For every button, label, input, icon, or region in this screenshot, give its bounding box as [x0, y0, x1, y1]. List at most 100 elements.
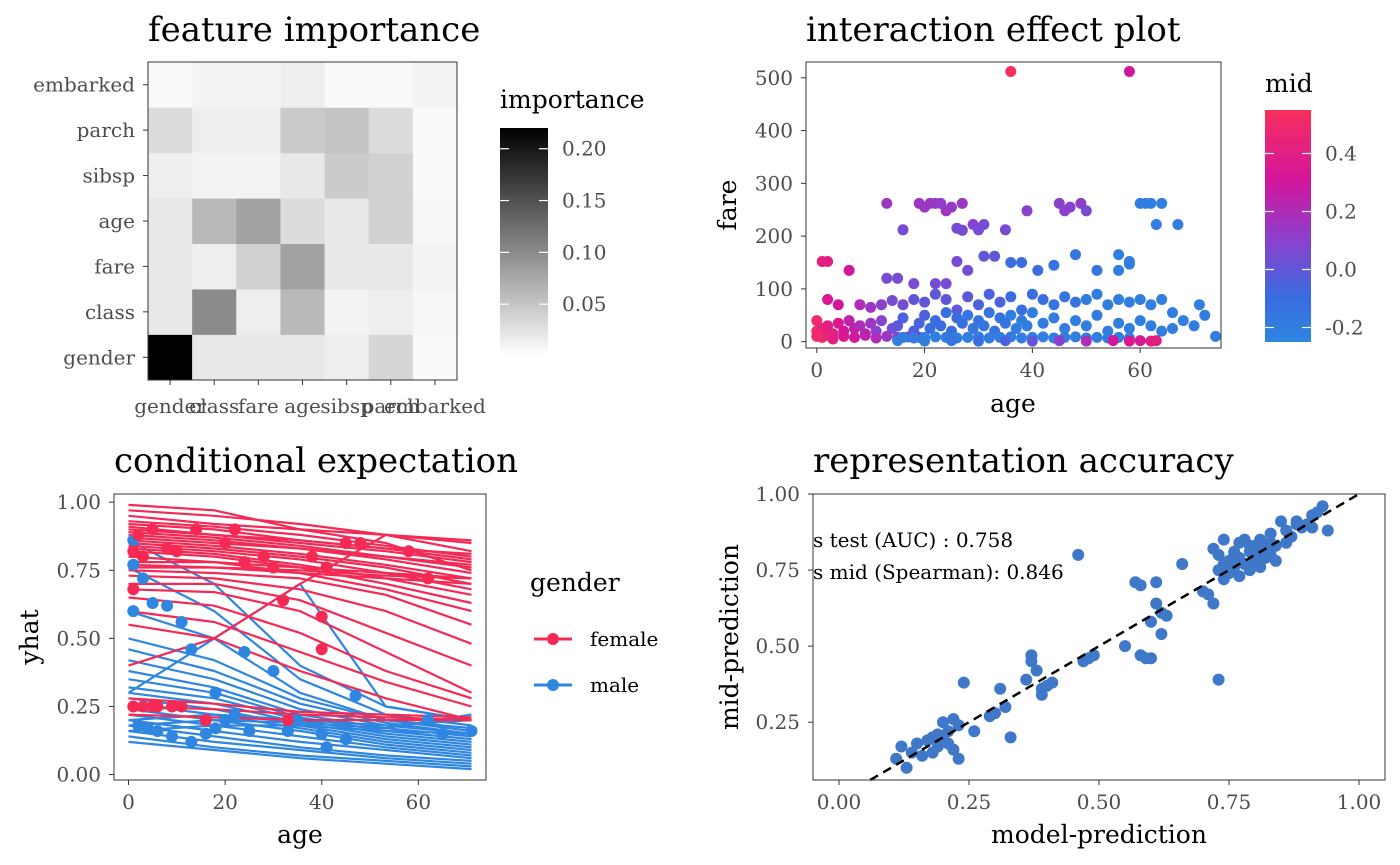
interaction-point	[1091, 264, 1103, 276]
interaction-point	[973, 335, 984, 347]
accuracy-y-tick-label: 0.50	[755, 634, 800, 658]
interaction-point	[1145, 197, 1157, 209]
ice-point-female	[320, 561, 333, 574]
interaction-point	[1053, 335, 1065, 347]
ice-point-female	[127, 700, 140, 713]
ice-line-female	[128, 623, 472, 722]
interaction-point	[919, 296, 931, 308]
ice-point-male	[349, 689, 362, 702]
interaction-point	[908, 278, 920, 290]
ice-title: conditional expectation	[114, 441, 518, 481]
accuracy-point	[1233, 570, 1246, 583]
accuracy-point	[1264, 527, 1277, 540]
heatmap-y-tick-label: age	[98, 209, 135, 233]
heatmap-y-tick-label: fare	[94, 254, 135, 278]
ice-lines	[127, 503, 472, 771]
mid-colorbar	[1265, 110, 1311, 342]
importance-legend-title: importance	[500, 85, 645, 114]
accuracy-point	[1254, 533, 1267, 546]
heatmap-cell	[412, 198, 458, 245]
interaction-frame	[805, 61, 1222, 349]
interaction-point	[1037, 317, 1049, 329]
mid-legend-tick-label: 0.2	[1325, 200, 1357, 224]
interaction-point	[843, 264, 855, 276]
accuracy-point	[1030, 664, 1043, 677]
heatmap-cell	[412, 107, 458, 154]
interaction-point	[929, 288, 941, 300]
interaction-y-label: fare	[713, 180, 742, 231]
ice-line-male	[128, 724, 472, 762]
accuracy-point	[1321, 524, 1334, 537]
heatmap-cell	[192, 107, 237, 154]
ice-line-female	[128, 547, 472, 596]
ice-point-male	[422, 714, 434, 727]
accuracy-point	[994, 682, 1007, 695]
ice-point-female	[238, 556, 251, 569]
interaction-point	[1016, 332, 1028, 344]
accuracy-point	[1217, 533, 1230, 546]
accuracy-point	[1269, 554, 1282, 567]
interaction-point	[919, 335, 931, 347]
interaction-point	[983, 288, 995, 300]
interaction-points	[811, 66, 1222, 347]
interaction-point	[962, 291, 974, 303]
interaction-point	[892, 335, 904, 347]
interaction-point	[967, 323, 979, 334]
interaction-point	[843, 315, 855, 327]
ice-point-female	[137, 700, 149, 713]
heatmap-cell	[280, 198, 325, 245]
accuracy-axis-ticks: 0.00 0.25 0.50 0.75 1.00 0.25 0.50 0.75 1.00	[755, 482, 1381, 814]
ice-point-male	[436, 727, 449, 740]
interaction-point	[1134, 315, 1146, 327]
interaction-point	[924, 323, 936, 334]
accuracy-point	[957, 676, 970, 689]
interaction-point	[849, 331, 860, 343]
interaction-point	[1167, 307, 1178, 319]
interaction-point	[1113, 264, 1125, 276]
heatmap-cell	[412, 152, 458, 199]
interaction-point	[1048, 259, 1060, 271]
ice-y-tick-label: 0.25	[56, 694, 101, 718]
ice-axis-ticks: 0 20 40 60 0.00 0.25 0.50 0.75 1.00	[56, 490, 431, 814]
interaction-point	[1080, 335, 1092, 347]
mid-legend-tick-label: 0.4	[1325, 142, 1357, 166]
ice-line-female	[128, 697, 472, 719]
accuracy-point	[1035, 688, 1048, 701]
accuracy-point	[1046, 676, 1059, 689]
ice-line-female	[128, 541, 472, 585]
ice-point-female	[175, 700, 188, 713]
interaction-point	[1091, 331, 1103, 343]
interaction-point	[962, 309, 974, 321]
interaction-point	[946, 335, 957, 347]
heatmap-cell	[148, 152, 193, 199]
interaction-point	[1005, 257, 1017, 268]
interaction-point	[1037, 294, 1049, 305]
ice-point-female	[190, 523, 203, 536]
mid-legend-tick-label: 0.0	[1325, 258, 1357, 282]
ice-frame	[113, 493, 487, 781]
accuracy-point	[1150, 576, 1163, 589]
interaction-point	[1005, 309, 1017, 321]
accuracy-point	[1087, 649, 1100, 662]
interaction-y-tick-label: 200	[755, 224, 793, 248]
ice-line-female	[128, 509, 472, 553]
accuracy-x-tick-label: 1.00	[1337, 790, 1382, 814]
ice-point-male	[228, 708, 241, 721]
importance-legend-tick-label: 0.05	[562, 292, 607, 316]
ice-line-female	[128, 560, 472, 580]
ice-line-female	[128, 582, 472, 667]
ice-line-female	[128, 566, 472, 580]
ice-point-female	[306, 550, 319, 563]
heatmap-cell	[368, 198, 414, 245]
accuracy-point	[937, 716, 949, 729]
interaction-point	[1026, 335, 1038, 347]
heatmap-cell	[236, 243, 281, 290]
interaction-point	[1156, 197, 1168, 209]
interaction-point	[1134, 294, 1146, 305]
accuracy-x-tick-label: 0.00	[817, 790, 862, 814]
heatmap-cell	[148, 198, 193, 245]
interaction-point	[1156, 325, 1168, 337]
accuracy-point	[895, 740, 908, 753]
interaction-point	[1026, 307, 1038, 319]
heatmap-cell	[280, 62, 325, 108]
